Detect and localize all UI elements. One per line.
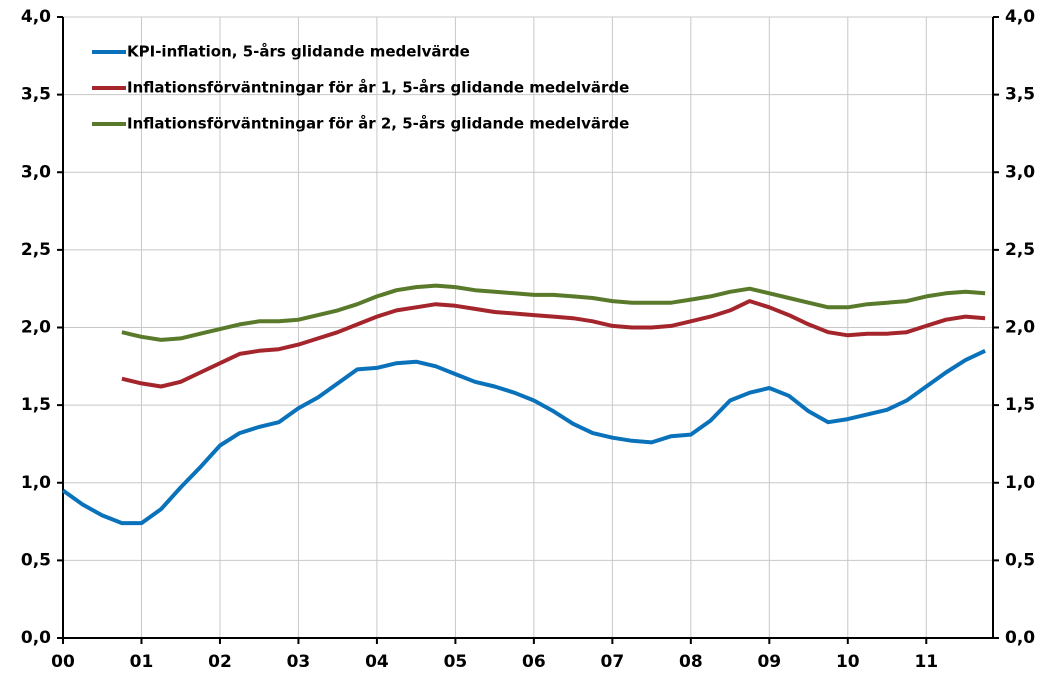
y2-tick-label: 4,0 <box>1005 7 1035 27</box>
y-tick-label: 0,0 <box>21 628 51 648</box>
x-tick-label: 00 <box>51 652 75 672</box>
x-tick-label: 04 <box>365 652 389 672</box>
y2-tick-label: 0,0 <box>1005 628 1035 648</box>
x-tick-label: 07 <box>601 652 625 672</box>
y2-tick-label: 1,0 <box>1005 473 1035 493</box>
x-tick-label: 05 <box>444 652 468 672</box>
y2-tick-label: 3,0 <box>1005 162 1035 182</box>
x-tick-label: 10 <box>836 652 860 672</box>
y2-tick-label: 1,5 <box>1005 395 1035 415</box>
legend-label: Inflationsförväntningar för år 1, 5-års … <box>127 79 629 97</box>
y2-tick-label: 2,5 <box>1005 240 1035 260</box>
legend-label: KPI-inflation, 5-års glidande medelvärde <box>127 43 470 61</box>
y-tick-label: 3,0 <box>21 162 51 182</box>
x-tick-label: 06 <box>522 652 546 672</box>
series-line <box>121 283 986 342</box>
series-line <box>121 299 986 389</box>
y-tick-label: 0,5 <box>21 550 51 570</box>
x-tick-label: 01 <box>130 652 154 672</box>
x-tick-label: 09 <box>757 652 781 672</box>
y2-tick-label: 0,5 <box>1005 550 1035 570</box>
y-tick-label: 2,0 <box>21 318 51 338</box>
x-tick-label: 03 <box>287 652 311 672</box>
y-tick-label: 4,0 <box>21 7 51 27</box>
y-tick-label: 3,5 <box>21 85 51 105</box>
y-tick-label: 1,0 <box>21 473 51 493</box>
x-tick-label: 02 <box>208 652 232 672</box>
series-line <box>61 348 986 526</box>
x-tick-label: 08 <box>679 652 703 672</box>
legend-label: Inflationsförväntningar för år 2, 5-års … <box>127 115 629 133</box>
y2-tick-label: 3,5 <box>1005 85 1035 105</box>
y2-tick-label: 2,0 <box>1005 318 1035 338</box>
x-tick-label: 11 <box>914 652 938 672</box>
y-tick-label: 2,5 <box>21 240 51 260</box>
y-tick-label: 1,5 <box>21 395 51 415</box>
